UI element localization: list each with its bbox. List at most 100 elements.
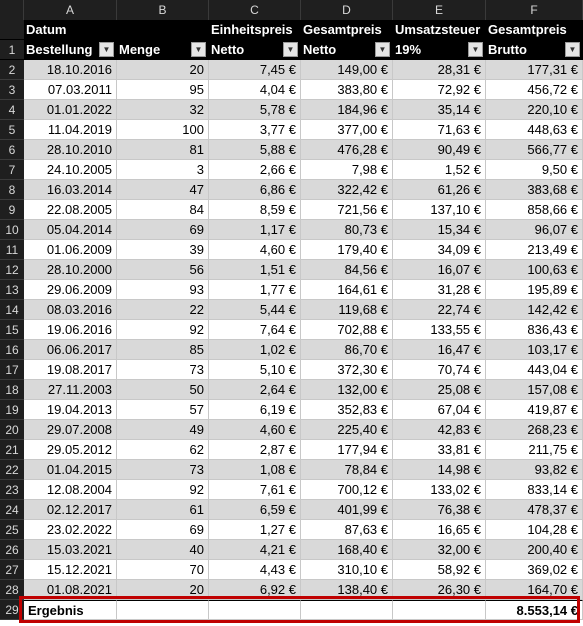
- net-total-cell[interactable]: 80,73 €: [301, 220, 393, 240]
- table-cell[interactable]: [209, 600, 301, 620]
- column-header-d[interactable]: D: [301, 0, 393, 20]
- quantity-cell[interactable]: 50: [117, 380, 209, 400]
- vat-cell[interactable]: 137,10 €: [393, 200, 486, 220]
- date-cell[interactable]: 15.03.2021: [24, 540, 117, 560]
- row-number[interactable]: 17: [0, 360, 24, 380]
- vat-cell[interactable]: 33,81 €: [393, 440, 486, 460]
- unit-price-cell[interactable]: 1,02 €: [209, 340, 301, 360]
- net-total-cell[interactable]: 322,42 €: [301, 180, 393, 200]
- unit-price-cell[interactable]: 4,43 €: [209, 560, 301, 580]
- net-total-cell[interactable]: 225,40 €: [301, 420, 393, 440]
- row-number[interactable]: 28: [0, 580, 24, 600]
- vat-cell[interactable]: 42,83 €: [393, 420, 486, 440]
- row-number[interactable]: 15: [0, 320, 24, 340]
- gross-total-cell[interactable]: 103,17 €: [486, 340, 583, 360]
- row-number[interactable]: 23: [0, 480, 24, 500]
- column-header-a[interactable]: A: [24, 0, 117, 20]
- date-cell[interactable]: 05.04.2014: [24, 220, 117, 240]
- row-number[interactable]: 13: [0, 280, 24, 300]
- quantity-cell[interactable]: 92: [117, 480, 209, 500]
- net-total-cell[interactable]: 177,94 €: [301, 440, 393, 460]
- net-total-cell[interactable]: 184,96 €: [301, 100, 393, 120]
- column-header-b[interactable]: B: [117, 0, 209, 20]
- gross-total-cell[interactable]: 448,63 €: [486, 120, 583, 140]
- vat-cell[interactable]: 35,14 €: [393, 100, 486, 120]
- unit-price-cell[interactable]: 7,45 €: [209, 60, 301, 80]
- total-label[interactable]: Ergebnis: [24, 600, 117, 620]
- quantity-cell[interactable]: 100: [117, 120, 209, 140]
- row-number[interactable]: [0, 20, 24, 40]
- row-number[interactable]: 27: [0, 560, 24, 580]
- date-cell[interactable]: 15.12.2021: [24, 560, 117, 580]
- vat-cell[interactable]: 1,52 €: [393, 160, 486, 180]
- date-cell[interactable]: 19.04.2013: [24, 400, 117, 420]
- gross-total-cell[interactable]: 211,75 €: [486, 440, 583, 460]
- header-cell[interactable]: Einheitspreis: [209, 20, 301, 40]
- header-cell[interactable]: [117, 20, 209, 40]
- row-number[interactable]: 26: [0, 540, 24, 560]
- date-cell[interactable]: 08.03.2016: [24, 300, 117, 320]
- quantity-cell[interactable]: 49: [117, 420, 209, 440]
- table-cell[interactable]: [301, 600, 393, 620]
- gross-total-cell[interactable]: 200,40 €: [486, 540, 583, 560]
- dropdown-arrow-icon[interactable]: ▼: [283, 42, 298, 57]
- unit-price-cell[interactable]: 4,04 €: [209, 80, 301, 100]
- date-cell[interactable]: 12.08.2004: [24, 480, 117, 500]
- row-number[interactable]: 6: [0, 140, 24, 160]
- quantity-cell[interactable]: 73: [117, 460, 209, 480]
- date-cell[interactable]: 19.06.2016: [24, 320, 117, 340]
- net-total-cell[interactable]: 86,70 €: [301, 340, 393, 360]
- gross-total-cell[interactable]: 833,14 €: [486, 480, 583, 500]
- quantity-cell[interactable]: 57: [117, 400, 209, 420]
- vat-cell[interactable]: 76,38 €: [393, 500, 486, 520]
- row-number[interactable]: 14: [0, 300, 24, 320]
- dropdown-arrow-icon[interactable]: ▼: [375, 42, 390, 57]
- quantity-cell[interactable]: 95: [117, 80, 209, 100]
- gross-total-cell[interactable]: 195,89 €: [486, 280, 583, 300]
- net-total-cell[interactable]: 476,28 €: [301, 140, 393, 160]
- dropdown-arrow-icon[interactable]: ▼: [468, 42, 483, 57]
- gross-total-cell[interactable]: 383,68 €: [486, 180, 583, 200]
- vat-cell[interactable]: 15,34 €: [393, 220, 486, 240]
- quantity-cell[interactable]: 70: [117, 560, 209, 580]
- date-cell[interactable]: 06.06.2017: [24, 340, 117, 360]
- unit-price-cell[interactable]: 5,88 €: [209, 140, 301, 160]
- quantity-cell[interactable]: 39: [117, 240, 209, 260]
- unit-price-cell[interactable]: 5,10 €: [209, 360, 301, 380]
- row-number[interactable]: 4: [0, 100, 24, 120]
- date-cell[interactable]: 23.02.2022: [24, 520, 117, 540]
- quantity-cell[interactable]: 85: [117, 340, 209, 360]
- vat-cell[interactable]: 32,00 €: [393, 540, 486, 560]
- date-cell[interactable]: 01.06.2009: [24, 240, 117, 260]
- unit-price-cell[interactable]: 6,59 €: [209, 500, 301, 520]
- gross-total-cell[interactable]: 369,02 €: [486, 560, 583, 580]
- quantity-cell[interactable]: 81: [117, 140, 209, 160]
- unit-price-cell[interactable]: 7,61 €: [209, 480, 301, 500]
- unit-price-cell[interactable]: 1,27 €: [209, 520, 301, 540]
- unit-price-cell[interactable]: 2,64 €: [209, 380, 301, 400]
- quantity-cell[interactable]: 62: [117, 440, 209, 460]
- quantity-cell[interactable]: 40: [117, 540, 209, 560]
- quantity-cell[interactable]: 20: [117, 580, 209, 600]
- header-cell[interactable]: Datum: [24, 20, 117, 40]
- net-total-cell[interactable]: 383,80 €: [301, 80, 393, 100]
- net-total-cell[interactable]: 7,98 €: [301, 160, 393, 180]
- gross-total-cell[interactable]: 268,23 €: [486, 420, 583, 440]
- row-number[interactable]: 1: [0, 40, 24, 60]
- quantity-cell[interactable]: 20: [117, 60, 209, 80]
- unit-price-cell[interactable]: 5,78 €: [209, 100, 301, 120]
- row-number[interactable]: 11: [0, 240, 24, 260]
- row-number[interactable]: 12: [0, 260, 24, 280]
- vat-cell[interactable]: 58,92 €: [393, 560, 486, 580]
- unit-price-cell[interactable]: 6,86 €: [209, 180, 301, 200]
- vat-cell[interactable]: 34,09 €: [393, 240, 486, 260]
- unit-price-cell[interactable]: 4,60 €: [209, 240, 301, 260]
- quantity-cell[interactable]: 47: [117, 180, 209, 200]
- unit-price-cell[interactable]: 6,19 €: [209, 400, 301, 420]
- date-cell[interactable]: 29.07.2008: [24, 420, 117, 440]
- header-cell[interactable]: Umsatzsteuer: [393, 20, 486, 40]
- net-total-cell[interactable]: 149,00 €: [301, 60, 393, 80]
- gross-total-cell[interactable]: 858,66 €: [486, 200, 583, 220]
- net-total-cell[interactable]: 401,99 €: [301, 500, 393, 520]
- unit-price-cell[interactable]: 5,44 €: [209, 300, 301, 320]
